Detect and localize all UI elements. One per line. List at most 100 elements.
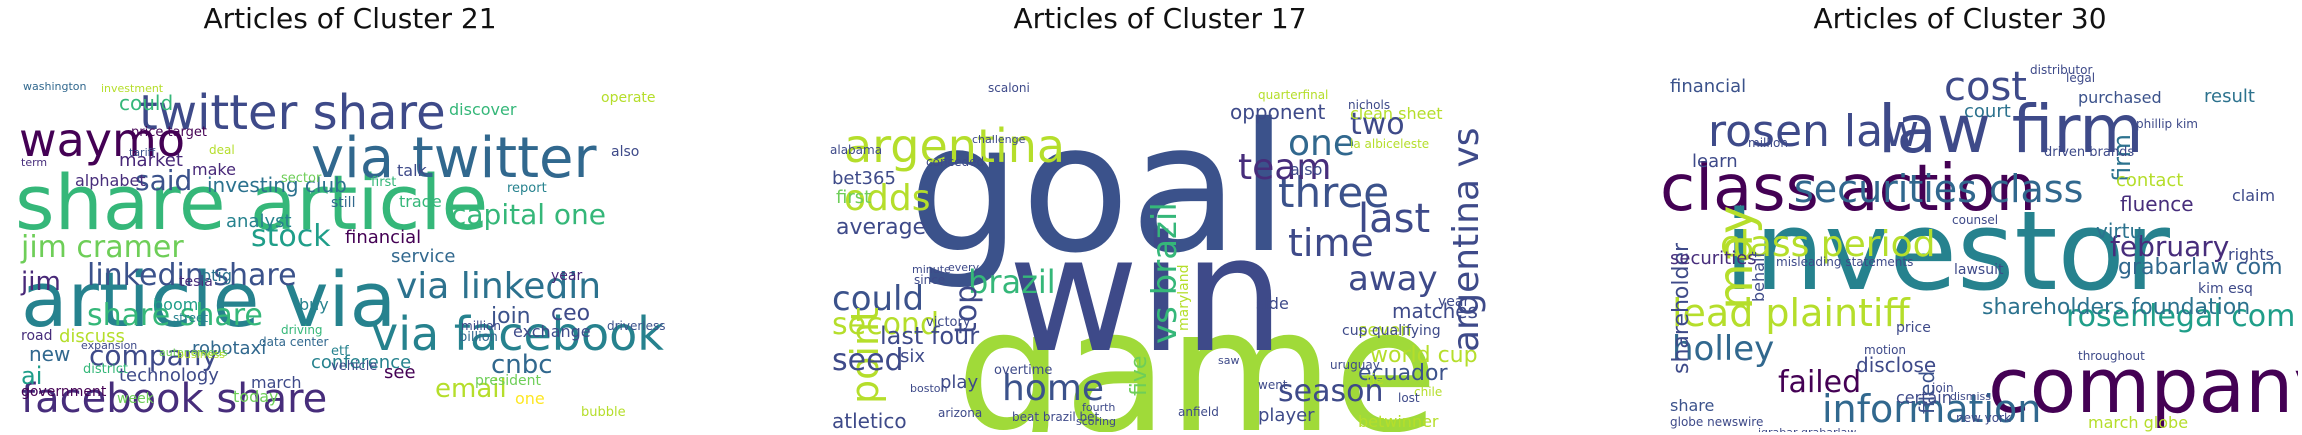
cluster-word: vehicle [331, 359, 377, 374]
cluster-30-title: Articles of Cluster 30 [1813, 2, 2107, 35]
cluster-word: scoring [1076, 415, 1116, 428]
cluster-word: grabarlaw com [2118, 255, 2283, 280]
cluster-word: discover [449, 100, 517, 119]
cluster-word: virtu [2096, 219, 2142, 243]
cluster-word: march [251, 373, 302, 392]
cluster-word: conceded [926, 155, 984, 169]
cluster-word: matches [1392, 299, 1478, 323]
cluster-word: anfield [1178, 405, 1219, 419]
cluster-word: securities [1670, 248, 1757, 269]
cluster-word: first [836, 187, 871, 208]
cluster-word: time [1288, 221, 1374, 265]
cluster-word: could [832, 279, 924, 319]
cluster-word: play [940, 372, 978, 393]
cluster-word: expansion [81, 339, 137, 352]
cluster-word: claim [2232, 186, 2275, 205]
cluster-word: million [1748, 136, 1788, 150]
cluster-30-wordcloud-svg: class actioninvestorcompanylaw firmrosen… [1660, 63, 2298, 432]
cluster-word: seed [832, 343, 904, 378]
cluster-word: legal [2066, 71, 2095, 85]
cluster-word: road [21, 328, 52, 344]
cluster-word: boom [153, 295, 198, 314]
cluster-word: class action [1660, 152, 2036, 226]
cluster-17-panel: Articles of Cluster 17 goal game win argent… [810, 0, 1510, 435]
cluster-word: top [949, 285, 984, 334]
cluster-word: investing club [207, 173, 347, 197]
cluster-word: fluence [2120, 192, 2194, 216]
cluster-word: shareholders foundation [1982, 295, 2250, 320]
cluster-word: price [1896, 320, 1931, 336]
cluster-word: lawsuit [1954, 262, 2004, 278]
cluster-word: see [384, 362, 416, 383]
cluster-word: disclose [1856, 353, 1936, 377]
cluster-word: court [1964, 101, 2011, 122]
cluster-word: phillip kim [2136, 117, 2198, 131]
cluster-word: cnbc [491, 350, 553, 380]
cluster-word: share article [15, 158, 488, 247]
cluster-word: since [914, 273, 945, 287]
cluster-word: alphabet [75, 171, 146, 190]
cluster-word: btig [201, 266, 232, 285]
cluster-word: join [490, 304, 531, 329]
cluster-word: financial [1670, 76, 1746, 97]
cluster-word: ceo [551, 301, 590, 326]
cluster-word: last [1358, 196, 1430, 242]
cluster-word: kim esq [2198, 281, 2253, 297]
cluster-word: bet365 [832, 168, 896, 189]
cluster-word: robotaxi [192, 338, 266, 359]
cluster-word: argentina [844, 119, 1065, 173]
cluster-word: facebook share [21, 376, 327, 422]
cluster-word: join [1931, 381, 1954, 395]
cluster-word: every [948, 261, 980, 274]
cluster-word: alabama [830, 143, 882, 157]
cluster-word: overtime [994, 363, 1052, 378]
cluster-word: exchange [513, 322, 591, 341]
cluster-word: vs brazil [1145, 202, 1185, 344]
cluster-word: still [331, 195, 355, 211]
cluster-word: world cup [1370, 343, 1478, 368]
cluster-word: service [391, 246, 455, 267]
cluster-word: home [1002, 368, 1104, 409]
cluster-word: linkedin share [87, 258, 297, 293]
cluster-word: week [117, 391, 155, 407]
cluster-word: february [2110, 230, 2229, 263]
cluster-word: game [956, 273, 1438, 432]
cluster-word: contact [2116, 170, 2183, 191]
cluster-word: side [1256, 294, 1289, 313]
cluster-word: boston [910, 382, 947, 395]
cluster-word: quarterfinal [1258, 88, 1328, 102]
cluster-word: district [83, 362, 128, 377]
cluster-word: autonomous [159, 346, 228, 359]
cluster-word: ecuador [1358, 361, 1448, 386]
cluster-word: trade [399, 192, 442, 211]
cluster-word: rosen law [1708, 106, 1919, 157]
cluster-word: capital one [451, 198, 606, 231]
cluster-21-title: Articles of Cluster 21 [203, 2, 497, 35]
cluster-word: seven [1358, 320, 1412, 341]
cluster-word: holley [1672, 329, 1774, 369]
cluster-word: new york [1956, 411, 2011, 425]
cluster-word: driven brands [2044, 145, 2134, 160]
cluster-word: cup qualifying [1342, 323, 1441, 339]
cluster-word: beat brazil bet [1012, 410, 1100, 424]
cluster-word: report [507, 181, 547, 196]
cluster-word: uruguay [1330, 358, 1380, 372]
cluster-word: last four [880, 322, 979, 350]
cluster-word: billion [459, 330, 498, 345]
cluster-word: goal [908, 85, 1288, 292]
cluster-word: win [1008, 201, 1285, 388]
cluster-word: dismiss [1950, 390, 1991, 403]
cluster-17-title: Articles of Cluster 17 [1013, 2, 1307, 35]
cluster-word: investor [1724, 187, 2171, 315]
cluster-word: five [1127, 356, 1152, 396]
cluster-word: rights [2228, 245, 2274, 264]
cluster-word: via facebook [371, 307, 664, 361]
cluster-word: law firm [1878, 91, 2144, 168]
cluster-word: motion [1864, 343, 1906, 357]
cluster-word: market [119, 150, 183, 171]
cluster-word: one [515, 389, 545, 408]
cluster-21-panel: Articles of Cluster 21 share article arti… [0, 0, 700, 435]
cluster-word: ai [21, 362, 42, 390]
cluster-word: nichols [1348, 98, 1390, 112]
